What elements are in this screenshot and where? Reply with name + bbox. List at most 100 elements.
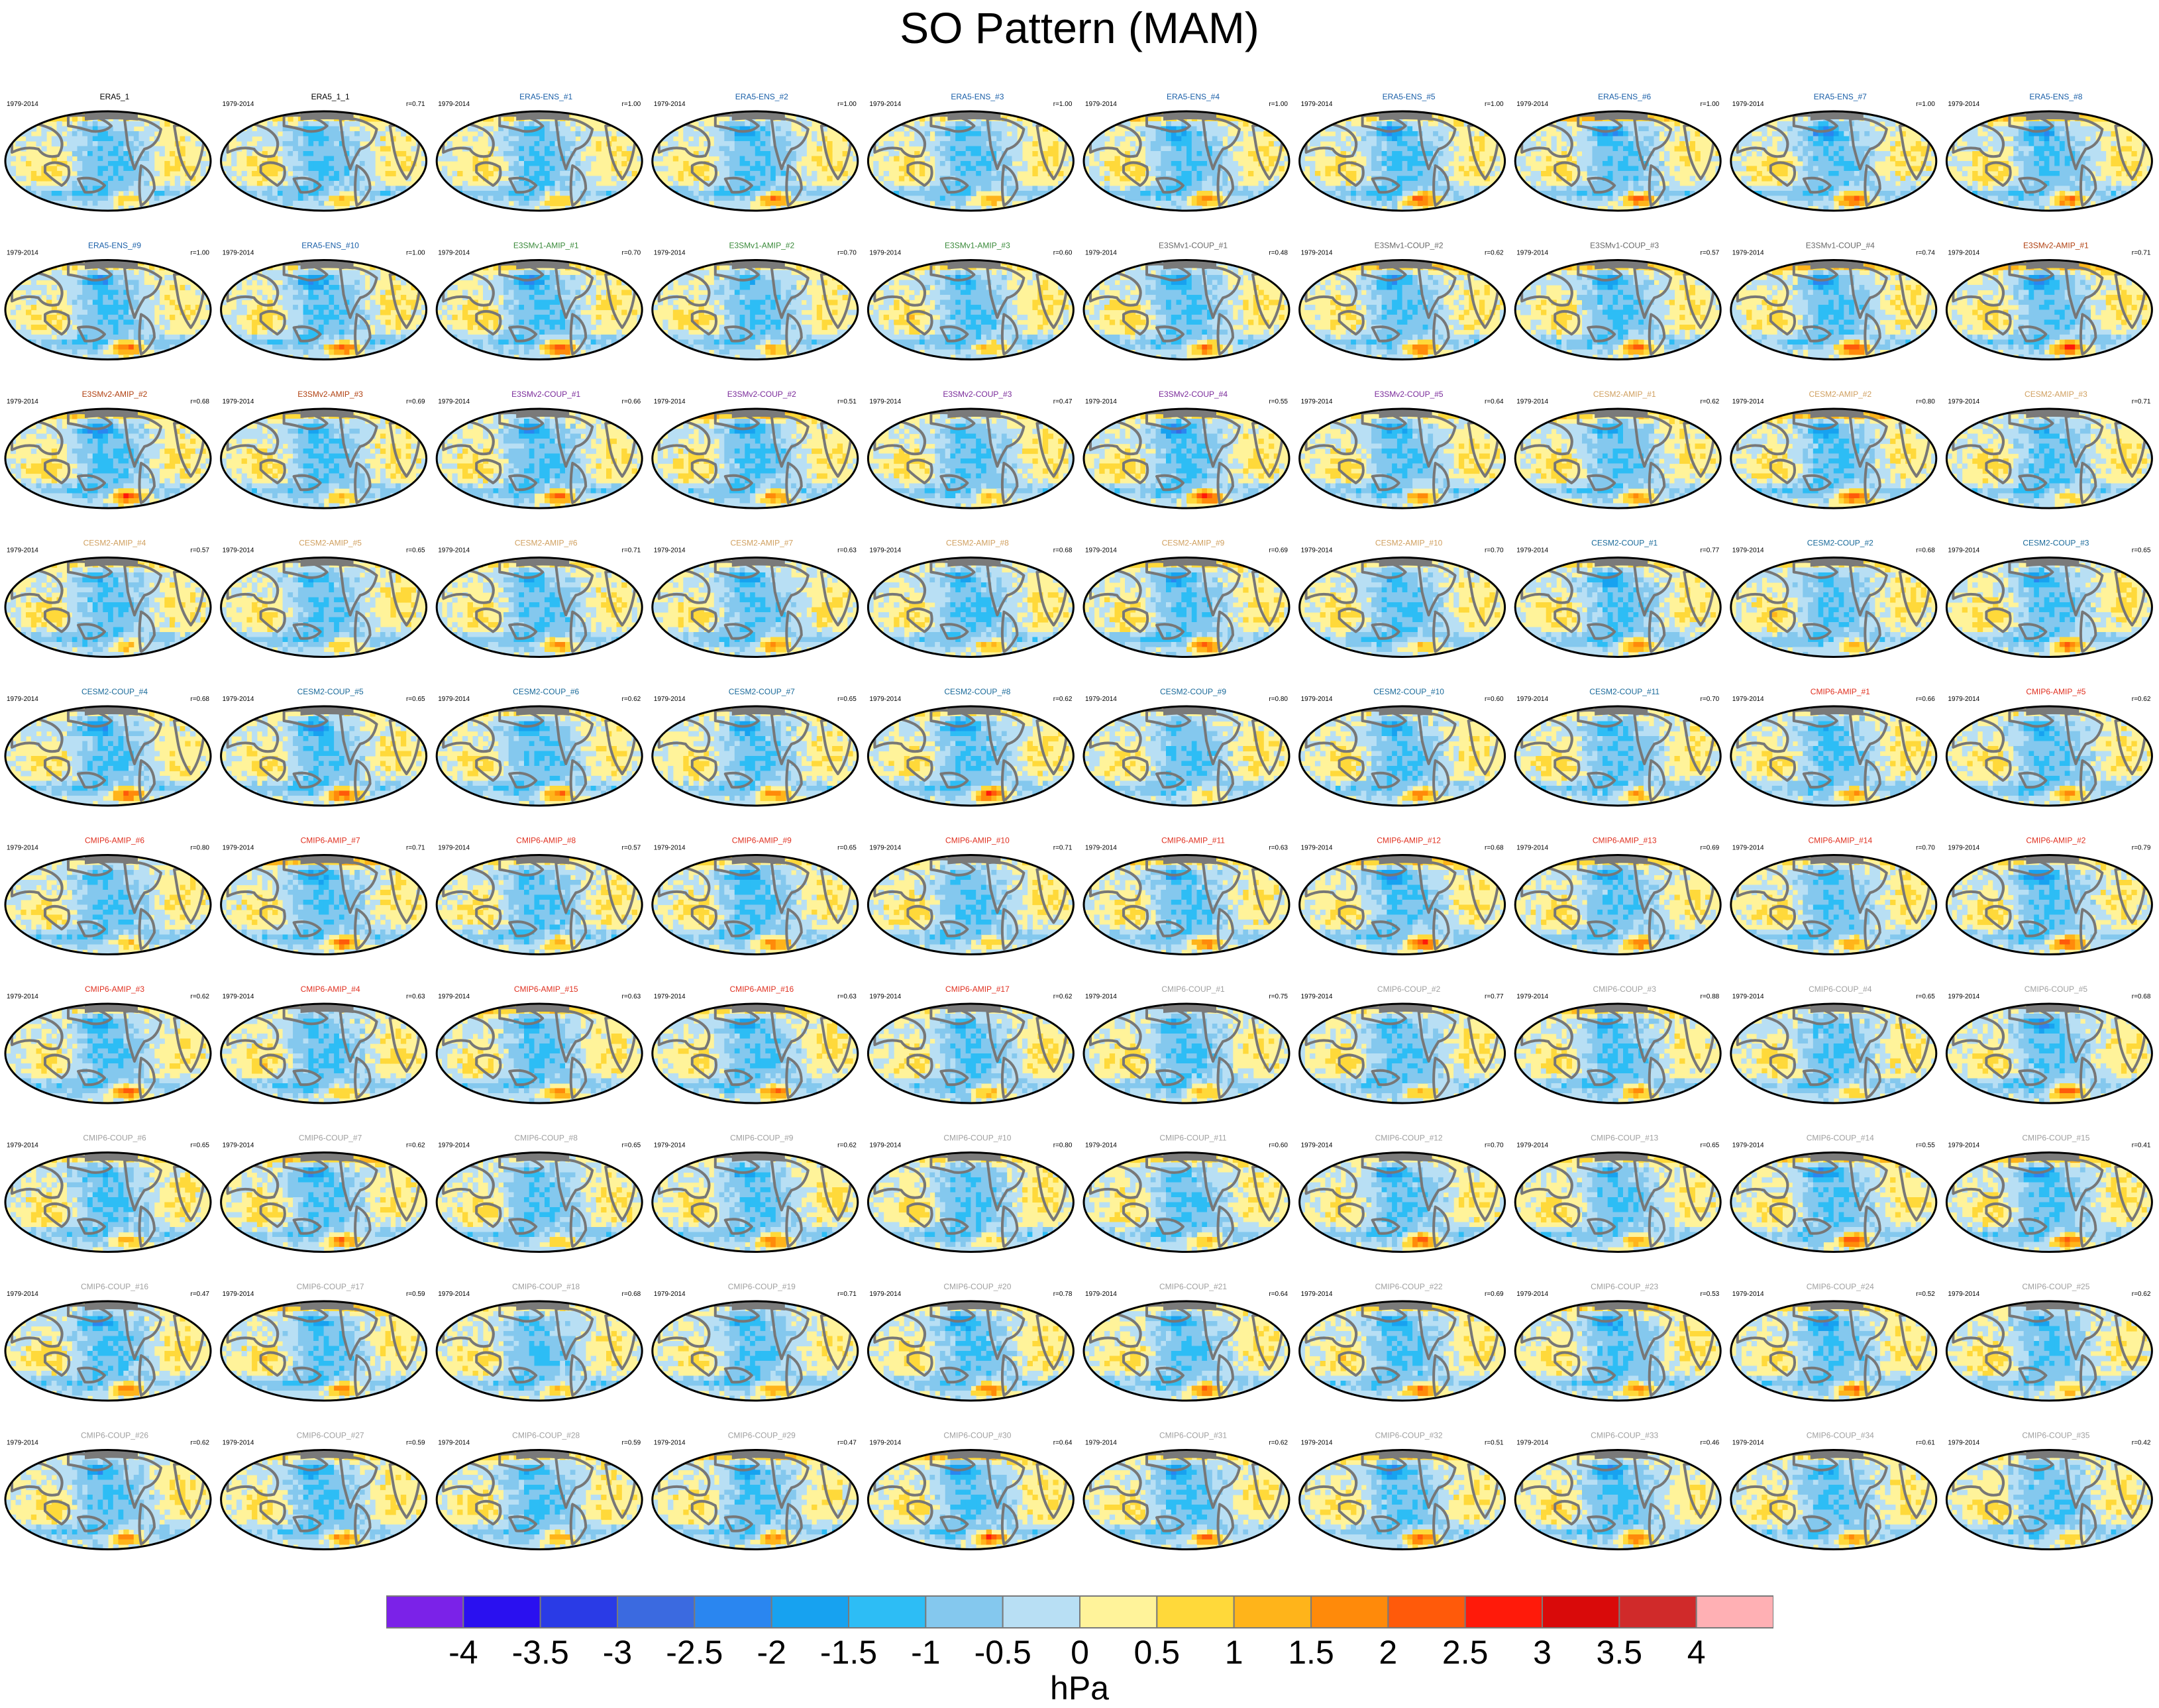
field-cell: [1001, 171, 1008, 177]
field-cell: [267, 156, 273, 162]
field-cell: [354, 176, 360, 182]
field-cell: [246, 136, 252, 142]
field-cell: [914, 151, 920, 157]
field-cell: [1099, 195, 1105, 201]
field-cell: [1730, 186, 1737, 191]
field-cell: [236, 195, 242, 201]
field-cell: [62, 136, 68, 142]
field-cell: [2100, 111, 2107, 117]
field-cell: [868, 195, 874, 201]
field-cell: [868, 201, 874, 207]
field-cell: [1679, 205, 1685, 211]
field-cell: [246, 126, 252, 132]
field-cell: [1767, 176, 1773, 182]
field-cell: [1412, 156, 1418, 162]
field-cell: [370, 156, 376, 162]
coastline: [1736, 122, 1789, 158]
field-cell: [1232, 205, 1239, 211]
field-cell: [329, 141, 335, 147]
field-cell: [118, 146, 124, 152]
field-cell: [1181, 136, 1187, 142]
field-cell: [1895, 191, 1901, 197]
field-cell: [1525, 111, 1531, 117]
field-cell: [1320, 116, 1326, 122]
field-cell: [1453, 186, 1459, 191]
field-cell: [400, 195, 407, 201]
field-cell: [1258, 146, 1264, 152]
field-cell: [1679, 146, 1685, 152]
field-cell: [513, 121, 519, 127]
field-cell: [1001, 146, 1008, 152]
field-cell: [1417, 186, 1424, 191]
field-cell: [1700, 111, 1706, 117]
field-cell: [524, 166, 530, 172]
field-cell: [288, 191, 293, 197]
field-cell: [1120, 195, 1126, 201]
field-cell: [272, 186, 278, 191]
field-cell: [976, 171, 982, 177]
coastline: [292, 176, 322, 194]
field-cell: [1864, 171, 1870, 177]
field-cell: [1150, 146, 1157, 152]
field-cell: [1396, 151, 1403, 157]
field-cell: [935, 201, 941, 207]
field-cell: [1587, 195, 1593, 201]
panel-period: 1979-2014: [438, 101, 470, 108]
field-cell: [827, 186, 833, 191]
field-cell: [939, 161, 946, 167]
field-cell: [734, 161, 741, 167]
field-cell: [765, 195, 771, 201]
field-cell: [575, 171, 581, 177]
field-cell: [1515, 205, 1521, 211]
field-cell: [755, 176, 761, 182]
field-cell: [750, 146, 756, 152]
field-cell: [560, 176, 566, 182]
field-cell: [1669, 111, 1675, 117]
field-cell: [508, 116, 514, 122]
field-cell: [1469, 201, 1475, 207]
field-cell: [67, 186, 73, 191]
field-cell: [565, 151, 571, 157]
field-cell: [1828, 131, 1834, 137]
field-cell: [395, 116, 401, 122]
field-cell: [1320, 186, 1326, 191]
field-cell: [1854, 121, 1860, 127]
field-cell: [1161, 171, 1167, 177]
field-cell: [1874, 181, 1881, 187]
field-cell: [323, 151, 329, 157]
field-cell: [904, 195, 910, 201]
field-cell: [1705, 111, 1711, 117]
field-cell: [1849, 171, 1855, 177]
field-cell: [1741, 176, 1747, 182]
field-cell: [118, 205, 124, 211]
field-cell: [1648, 146, 1654, 152]
field-cell: [1536, 176, 1542, 182]
field-cell: [488, 116, 494, 122]
field-cell: [344, 146, 350, 152]
field-cell: [1808, 201, 1814, 207]
field-cell: [1556, 111, 1562, 117]
field-cell: [770, 201, 776, 207]
field-cell: [965, 171, 971, 177]
field-cell: [133, 131, 140, 137]
field-cell: [1022, 186, 1028, 191]
field-cell: [770, 141, 776, 147]
field-cell: [554, 161, 560, 167]
field-cell: [195, 126, 201, 132]
field-cell: [442, 156, 448, 162]
field-cell: [1890, 141, 1896, 147]
field-cell: [272, 156, 278, 162]
field-cell: [1771, 186, 1778, 191]
field-cell: [1032, 111, 1038, 117]
panel-period: 1979-2014: [869, 101, 901, 108]
field-cell: [1387, 146, 1393, 152]
panel-field: [652, 111, 858, 211]
coastline: [770, 117, 810, 170]
field-cell: [313, 151, 319, 157]
field-cell: [1422, 161, 1428, 167]
field-cell: [539, 141, 545, 147]
field-cell: [1597, 186, 1603, 191]
field-cell: [318, 186, 325, 191]
field-cell: [631, 195, 637, 201]
field-cell: [1094, 176, 1100, 182]
